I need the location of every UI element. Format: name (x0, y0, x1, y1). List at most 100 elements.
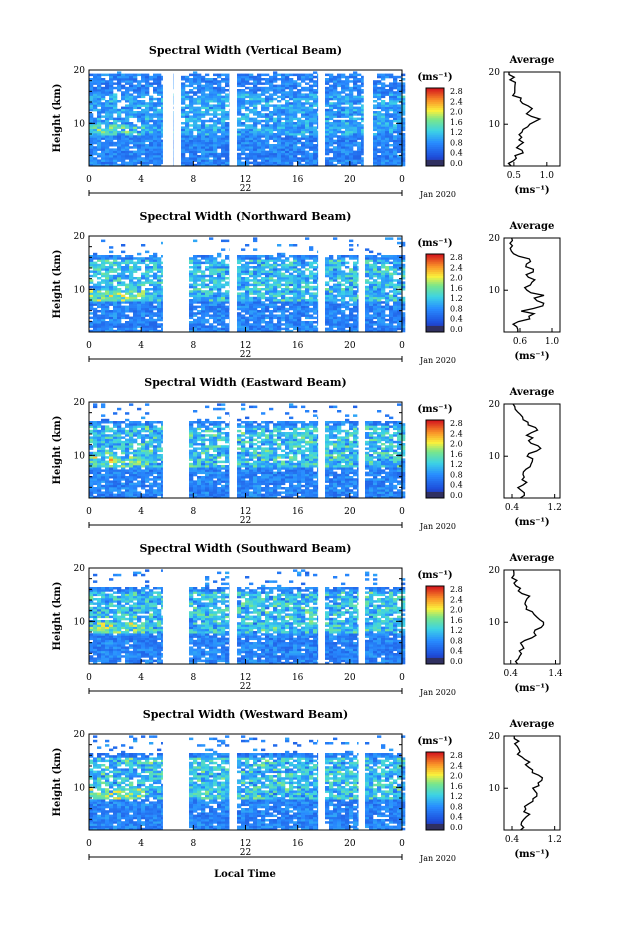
heatmap-cell (193, 137, 198, 140)
y-axis-label: Height (km) (52, 84, 63, 153)
heatmap-cell (381, 100, 386, 103)
heatmap-cell (297, 274, 302, 278)
heatmap-cell (277, 84, 282, 88)
heatmap-cell (157, 75, 162, 79)
heatmap-cell (205, 95, 210, 99)
heatmap-cell (197, 84, 202, 88)
heatmap-cell (265, 128, 270, 132)
heatmap-cell (157, 137, 162, 140)
heatmap-cell (333, 111, 338, 114)
heatmap-cell (117, 157, 122, 160)
heatmap-cell (345, 307, 350, 311)
heatmap-cell (349, 283, 354, 287)
heatmap-cell (301, 259, 306, 262)
heatmap-cell (377, 130, 382, 134)
colorbar-step (426, 109, 444, 112)
heatmap-cell (329, 130, 334, 134)
data-gap (229, 236, 236, 332)
heatmap-cell (237, 102, 242, 105)
heatmap-cell (309, 307, 314, 311)
heatmap-cell (261, 82, 266, 85)
heatmap-cell (261, 130, 266, 134)
heatmap-cell (153, 288, 158, 291)
heatmap-cell (97, 255, 102, 258)
heatmap-cell (133, 80, 138, 83)
heatmap-cell (261, 139, 266, 143)
heatmap-cell (269, 279, 274, 282)
heatmap-cell (149, 108, 154, 112)
heatmap-cell (381, 84, 386, 88)
heatmap-cell (241, 133, 246, 136)
heatmap-cell (305, 73, 310, 77)
heatmap-cell (345, 292, 350, 295)
heatmap-cell (225, 141, 230, 145)
heatmap-cell (325, 130, 330, 134)
heatmap-cell (385, 268, 390, 271)
heatmap-cell (365, 288, 370, 291)
heatmap-cell (193, 141, 198, 145)
heatmap-cell (341, 294, 346, 298)
heatmap-cell (241, 310, 246, 313)
heatmap-cell (289, 288, 294, 291)
heatmap-cell (357, 150, 362, 154)
heatmap-cell (117, 307, 122, 311)
heatmap-cell (249, 117, 254, 121)
heatmap-cell (333, 141, 338, 145)
heatmap-cell (157, 268, 162, 271)
heatmap-cell (369, 294, 374, 298)
heatmap-cell (213, 316, 218, 320)
heatmap-cell (221, 305, 226, 309)
heatmap-cell (305, 113, 310, 116)
heatmap-cell (117, 159, 122, 162)
heatmap-cell (337, 115, 342, 118)
heatmap-cell (133, 290, 138, 293)
heatmap-cell (273, 146, 278, 149)
heatmap-cell (345, 325, 350, 328)
heatmap-cell (369, 268, 374, 271)
colorbar-step (426, 91, 444, 95)
heatmap-cell (301, 292, 306, 295)
heatmap-cell (325, 73, 330, 77)
heatmap-cell (401, 126, 406, 129)
heatmap-cell (209, 137, 214, 140)
heatmap-cell (397, 259, 402, 262)
heatmap-cell (265, 126, 270, 129)
heatmap-cell (253, 285, 258, 289)
heatmap-cell (329, 257, 334, 260)
heatmap-cell (225, 89, 230, 92)
heatmap-cell (277, 152, 282, 156)
heatmap-cell (153, 124, 158, 127)
heatmap-cell (285, 329, 290, 333)
heatmap-cell (345, 124, 350, 127)
heatmap-cell (109, 106, 114, 110)
heatmap-cell (393, 261, 398, 265)
heatmap-cell (141, 141, 146, 145)
heatmap-cell (137, 141, 142, 145)
heatmap-cell (269, 259, 274, 262)
heatmap-cell (217, 327, 222, 331)
heatmap-cell (261, 89, 266, 92)
heatmap-cell (301, 102, 306, 105)
heatmap-cell (105, 327, 110, 331)
colorbar-step (426, 93, 444, 97)
colorbar-step (426, 265, 444, 269)
heatmap-cell (117, 312, 122, 315)
heatmap-cell (89, 80, 94, 83)
heatmap-cell (349, 119, 354, 123)
heatmap-cell (377, 316, 382, 320)
heatmap-cell (101, 155, 106, 158)
heatmap-cell (333, 290, 338, 293)
heatmap-cell (201, 310, 206, 313)
heatmap-cell (265, 139, 270, 143)
heatmap-cell (141, 272, 146, 276)
heatmap-cell (313, 155, 318, 158)
heatmap-cell (141, 91, 146, 94)
heatmap-cell (325, 163, 330, 167)
heatmap-cell (325, 274, 330, 278)
heatmap-cell (341, 80, 346, 83)
x-tick-label: 0 (86, 175, 92, 185)
heatmap-cell (89, 323, 94, 326)
heatmap-cell (213, 268, 218, 271)
heatmap-cell (389, 329, 394, 333)
heatmap-cell (221, 285, 226, 289)
